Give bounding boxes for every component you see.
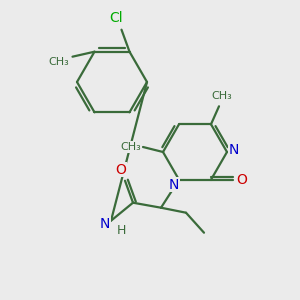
Text: N: N — [229, 143, 239, 157]
Text: CH₃: CH₃ — [212, 91, 233, 101]
Text: O: O — [116, 163, 126, 177]
Text: O: O — [237, 173, 248, 187]
Text: CH₃: CH₃ — [121, 142, 141, 152]
Text: N: N — [100, 217, 110, 231]
Text: N: N — [169, 178, 179, 192]
Text: Cl: Cl — [110, 11, 123, 25]
Text: H: H — [116, 224, 126, 237]
Text: CH₃: CH₃ — [48, 57, 69, 67]
